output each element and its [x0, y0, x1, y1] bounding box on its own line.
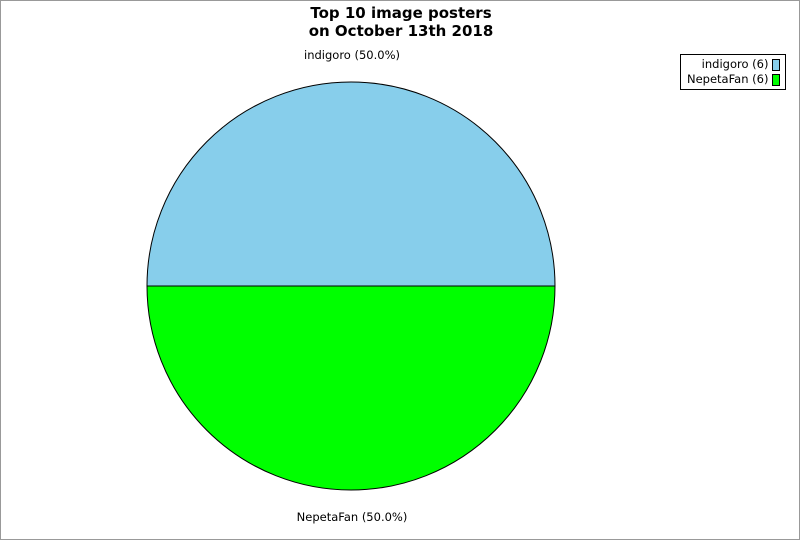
legend: indigoro (6) NepetaFan (6)	[680, 54, 787, 90]
legend-swatch	[772, 58, 781, 71]
legend-swatch	[772, 73, 781, 86]
legend-label: indigoro (6)	[701, 57, 769, 71]
slice-label-nepetafan: NepetaFan (50.0%)	[296, 510, 408, 524]
pie-slice-nepetafan	[146, 285, 556, 491]
chart-title-line-2: on October 13th 2018	[308, 22, 494, 40]
legend-label: NepetaFan (6)	[687, 72, 769, 86]
slice-label-indigoro: indigoro (50.0%)	[304, 48, 400, 62]
legend-item-nepetafan: NepetaFan (6)	[687, 72, 781, 87]
chart-title-line-1: Top 10 image posters	[310, 4, 492, 22]
pie-slice-indigoro	[146, 81, 556, 287]
legend-item-indigoro: indigoro (6)	[687, 57, 781, 72]
